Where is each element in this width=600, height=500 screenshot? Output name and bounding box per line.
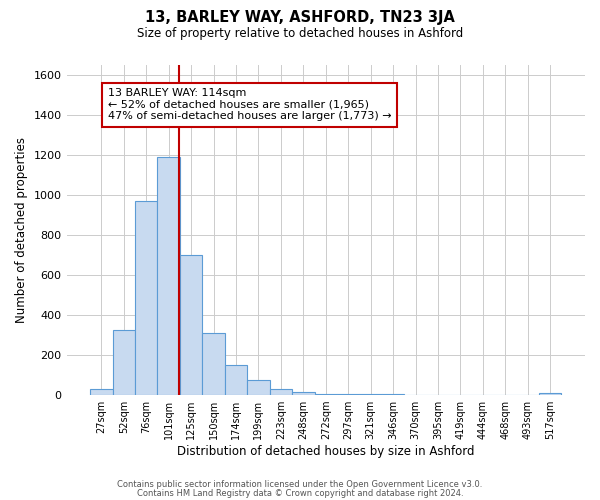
Text: Contains public sector information licensed under the Open Government Licence v3: Contains public sector information licen… bbox=[118, 480, 482, 489]
Text: Size of property relative to detached houses in Ashford: Size of property relative to detached ho… bbox=[137, 28, 463, 40]
X-axis label: Distribution of detached houses by size in Ashford: Distribution of detached houses by size … bbox=[177, 444, 475, 458]
Bar bbox=[269, 389, 292, 394]
Text: 13, BARLEY WAY, ASHFORD, TN23 3JA: 13, BARLEY WAY, ASHFORD, TN23 3JA bbox=[145, 10, 455, 25]
Bar bbox=[247, 380, 269, 394]
Y-axis label: Number of detached properties: Number of detached properties bbox=[15, 137, 28, 323]
Text: 13 BARLEY WAY: 114sqm
← 52% of detached houses are smaller (1,965)
47% of semi-d: 13 BARLEY WAY: 114sqm ← 52% of detached … bbox=[108, 88, 392, 122]
Bar bbox=[225, 364, 247, 394]
Text: Contains HM Land Registry data © Crown copyright and database right 2024.: Contains HM Land Registry data © Crown c… bbox=[137, 488, 463, 498]
Bar bbox=[90, 389, 113, 394]
Bar bbox=[292, 392, 314, 394]
Bar bbox=[157, 157, 180, 394]
Bar bbox=[113, 330, 135, 394]
Bar bbox=[202, 332, 225, 394]
Bar bbox=[180, 255, 202, 394]
Bar bbox=[539, 393, 562, 394]
Bar bbox=[135, 201, 157, 394]
